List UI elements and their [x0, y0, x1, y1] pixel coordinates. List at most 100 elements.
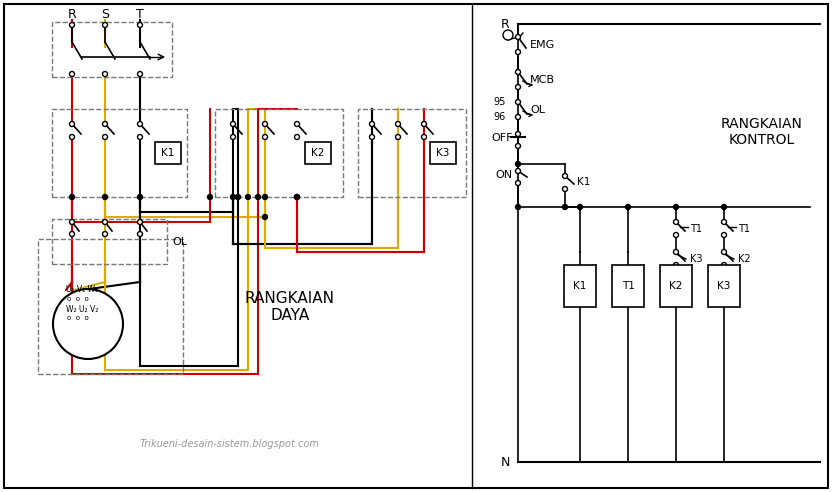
Text: K2: K2 — [311, 148, 324, 158]
Circle shape — [263, 134, 268, 140]
Circle shape — [673, 233, 679, 238]
Circle shape — [137, 122, 142, 126]
Circle shape — [577, 205, 582, 210]
Bar — [660, 265, 692, 307]
Circle shape — [516, 131, 521, 136]
Text: OFF: OFF — [492, 133, 513, 143]
Circle shape — [369, 122, 374, 126]
Bar — [52, 219, 167, 264]
Circle shape — [295, 194, 300, 199]
Circle shape — [70, 134, 75, 140]
Circle shape — [255, 194, 260, 199]
Circle shape — [102, 122, 107, 126]
Text: K2: K2 — [738, 254, 750, 264]
Circle shape — [230, 194, 235, 199]
Circle shape — [102, 232, 107, 237]
Text: MCB: MCB — [530, 75, 555, 85]
Text: EMG: EMG — [530, 40, 555, 50]
Circle shape — [102, 23, 107, 28]
Circle shape — [263, 215, 268, 219]
Circle shape — [102, 219, 107, 224]
Bar — [52, 22, 172, 77]
Circle shape — [626, 205, 631, 210]
Circle shape — [70, 219, 75, 224]
Text: ON: ON — [496, 170, 513, 180]
Circle shape — [207, 194, 212, 199]
Circle shape — [235, 194, 240, 199]
Circle shape — [137, 219, 142, 224]
Circle shape — [102, 194, 107, 199]
Circle shape — [263, 194, 268, 199]
Text: 95: 95 — [493, 97, 506, 107]
Circle shape — [673, 219, 679, 224]
Text: T1: T1 — [738, 224, 750, 234]
Circle shape — [516, 115, 521, 120]
Circle shape — [721, 219, 726, 224]
Circle shape — [369, 134, 374, 140]
Circle shape — [295, 134, 300, 140]
Circle shape — [263, 122, 268, 126]
Text: K3: K3 — [717, 281, 730, 291]
Circle shape — [230, 134, 235, 140]
Circle shape — [70, 232, 75, 237]
Text: R: R — [67, 7, 77, 21]
Text: R: R — [501, 18, 510, 31]
Circle shape — [721, 205, 726, 210]
Circle shape — [562, 186, 567, 191]
Circle shape — [673, 249, 679, 254]
Circle shape — [137, 23, 142, 28]
Text: K1: K1 — [573, 281, 587, 291]
Circle shape — [516, 144, 521, 149]
Circle shape — [70, 71, 75, 76]
Bar — [358, 109, 466, 197]
Text: 96: 96 — [493, 112, 506, 122]
Circle shape — [245, 194, 250, 199]
Text: K2: K2 — [669, 281, 683, 291]
Circle shape — [422, 122, 427, 126]
Circle shape — [137, 232, 142, 237]
Circle shape — [516, 69, 521, 74]
Text: Trikueni-desain-sistem.blogspot.com: Trikueni-desain-sistem.blogspot.com — [140, 439, 320, 449]
Bar — [708, 265, 740, 307]
Text: RANGKAIAN
DAYA: RANGKAIAN DAYA — [245, 291, 335, 323]
Circle shape — [70, 122, 75, 126]
Text: S: S — [101, 7, 109, 21]
Text: K1: K1 — [161, 148, 175, 158]
Circle shape — [295, 122, 300, 126]
Text: K3: K3 — [690, 254, 702, 264]
Circle shape — [516, 50, 521, 55]
Text: U₁ V₁ W₁: U₁ V₁ W₁ — [66, 285, 98, 295]
Text: W₂ U₂ V₂: W₂ U₂ V₂ — [66, 305, 98, 313]
Text: T: T — [136, 7, 144, 21]
Text: N: N — [501, 456, 510, 468]
Circle shape — [137, 134, 142, 140]
Circle shape — [562, 174, 567, 179]
Circle shape — [516, 34, 521, 39]
Circle shape — [137, 71, 142, 76]
Circle shape — [721, 249, 726, 254]
Circle shape — [721, 233, 726, 238]
Text: T1: T1 — [622, 281, 635, 291]
Circle shape — [102, 71, 107, 76]
Bar — [38, 239, 183, 374]
Bar — [215, 109, 343, 197]
Circle shape — [102, 134, 107, 140]
Circle shape — [70, 194, 75, 199]
Bar — [612, 265, 644, 307]
Circle shape — [137, 194, 142, 199]
Circle shape — [673, 205, 679, 210]
Circle shape — [516, 181, 521, 185]
Circle shape — [562, 205, 567, 210]
Circle shape — [721, 263, 726, 268]
Circle shape — [395, 134, 400, 140]
Circle shape — [673, 263, 679, 268]
Circle shape — [516, 168, 521, 174]
Text: K3: K3 — [436, 148, 449, 158]
Circle shape — [503, 30, 513, 40]
Circle shape — [516, 99, 521, 104]
Circle shape — [70, 23, 75, 28]
Bar — [430, 142, 456, 164]
Circle shape — [53, 289, 123, 359]
Circle shape — [295, 194, 300, 199]
Bar — [305, 142, 331, 164]
